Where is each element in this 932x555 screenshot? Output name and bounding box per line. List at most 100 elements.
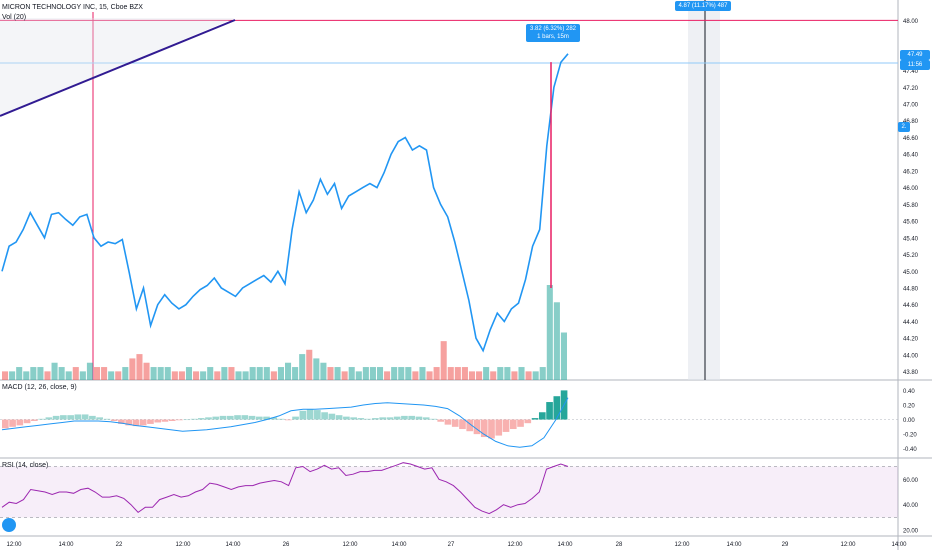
macd-histogram-bar bbox=[132, 419, 140, 427]
macd-histogram-bar bbox=[444, 419, 452, 425]
macd-tick-label: -0.20 bbox=[903, 433, 917, 439]
volume-legend: Vol (20) bbox=[2, 14, 27, 21]
volume-bar bbox=[143, 362, 150, 380]
volume-bar bbox=[320, 362, 327, 380]
price-tick-label: 46.20 bbox=[903, 169, 919, 175]
volume-bar bbox=[285, 362, 292, 380]
volume-bar bbox=[51, 362, 58, 380]
price-tick-label: 48.00 bbox=[903, 19, 919, 25]
volume-bar bbox=[313, 358, 320, 380]
macd-histogram-bar bbox=[408, 415, 416, 420]
time-tick-label: 14:00 bbox=[225, 542, 241, 548]
volume-bar bbox=[440, 341, 447, 380]
volume-bar bbox=[72, 367, 79, 380]
volume-bar bbox=[200, 371, 207, 380]
price-tick-label: 47.00 bbox=[903, 103, 919, 109]
volume-bar bbox=[86, 362, 93, 380]
volume-bar bbox=[369, 367, 376, 380]
macd-histogram-bar bbox=[248, 415, 256, 420]
macd-histogram-bar bbox=[509, 419, 517, 430]
time-tick-label: 29 bbox=[782, 542, 789, 548]
rsi-tick-label: 40.00 bbox=[903, 503, 919, 509]
rsi-line bbox=[1, 462, 569, 515]
macd-line bbox=[1, 397, 569, 448]
time-tick-label: 12:00 bbox=[507, 542, 523, 548]
price-tick-label: 44.80 bbox=[903, 287, 919, 293]
volume-bar bbox=[391, 367, 398, 380]
time-tick-label: 12:00 bbox=[6, 542, 22, 548]
price-tick-label: 47.40 bbox=[903, 69, 919, 75]
volume-bar bbox=[122, 367, 129, 380]
macd-histogram-bar bbox=[67, 415, 74, 420]
volume-bar bbox=[164, 367, 171, 380]
volume-bar bbox=[447, 367, 454, 380]
macd-histogram-bar bbox=[60, 415, 67, 420]
volume-bar bbox=[348, 367, 355, 380]
volume-bar bbox=[16, 367, 23, 380]
macd-histogram-bar bbox=[314, 410, 321, 420]
macd-legend: MACD (12, 26, close, 9) bbox=[2, 384, 77, 391]
volume-bar bbox=[490, 371, 497, 380]
time-tick-label: 28 bbox=[616, 542, 623, 548]
volume-bar bbox=[193, 371, 200, 380]
volume-bar bbox=[362, 367, 369, 380]
volume-bar bbox=[58, 367, 65, 380]
volume-bar bbox=[546, 285, 553, 380]
macd-histogram-bar bbox=[219, 415, 227, 420]
macd-histogram-bar bbox=[270, 417, 278, 420]
volume-bar bbox=[270, 371, 277, 380]
macd-histogram-bar bbox=[16, 419, 24, 426]
macd-histogram-bar bbox=[38, 418, 45, 420]
macd-tick-label: 0.00 bbox=[903, 418, 915, 424]
macd-histogram-bar bbox=[52, 415, 60, 420]
volume-bar bbox=[412, 371, 419, 380]
volume-bar bbox=[483, 367, 490, 380]
macd-histogram-bar bbox=[357, 418, 365, 420]
trend-line bbox=[0, 19, 236, 117]
macd-histogram-bar bbox=[538, 412, 546, 420]
macd-histogram-bar bbox=[118, 419, 125, 424]
price-tick-label: 45.80 bbox=[903, 203, 919, 209]
macd-histogram-bar bbox=[9, 419, 16, 427]
horizontal-line-tag: 4.87 (11.17%) 487 bbox=[675, 1, 731, 11]
volume-bar bbox=[518, 367, 525, 380]
volume-bar bbox=[185, 367, 193, 380]
macd-histogram-bar bbox=[415, 416, 423, 420]
volume-bar bbox=[129, 358, 136, 380]
measure-tooltip: 3.82 (6.32%) 282 1 bars, 15m bbox=[526, 24, 580, 42]
volume-bar bbox=[171, 371, 178, 380]
macd-histogram-bar bbox=[277, 418, 285, 420]
macd-histogram-bar bbox=[321, 412, 328, 420]
rsi-tick-label: 60.00 bbox=[903, 478, 919, 484]
rsi-tick-label: 20.00 bbox=[903, 529, 919, 535]
volume-bar bbox=[419, 367, 426, 380]
macd-histogram-bar bbox=[299, 410, 307, 420]
measure-label-1: 3.82 (6.32%) 282 bbox=[529, 26, 577, 32]
macd-histogram-bar bbox=[393, 416, 401, 420]
macd-histogram-bar bbox=[386, 417, 394, 420]
time-tick-label: 12:00 bbox=[840, 542, 856, 548]
volume-bar bbox=[376, 367, 384, 380]
macd-histogram-bar bbox=[364, 418, 372, 420]
tradingview-logo-icon[interactable] bbox=[2, 518, 16, 532]
macd-histogram-bar bbox=[125, 419, 133, 426]
macd-histogram-bar bbox=[147, 419, 154, 424]
volume-bar bbox=[560, 332, 567, 380]
macd-histogram-bar bbox=[89, 415, 96, 420]
volume-bar bbox=[256, 367, 263, 380]
macd-tick-label: -0.40 bbox=[903, 447, 917, 453]
macd-histogram-bar bbox=[23, 419, 31, 424]
macd-histogram-bar bbox=[546, 402, 553, 420]
macd-histogram-bar bbox=[263, 416, 270, 420]
macd-histogram-bar bbox=[473, 419, 481, 435]
rsi-band bbox=[0, 466, 898, 518]
time-tick-label: 14:00 bbox=[58, 542, 74, 548]
current-price-tag: 47.49 bbox=[900, 50, 930, 60]
macd-histogram-bar bbox=[488, 419, 495, 439]
volume-bar bbox=[115, 371, 122, 380]
time-tick-label: 14:00 bbox=[557, 542, 573, 548]
volume-bar bbox=[384, 371, 391, 380]
macd-histogram-bar bbox=[328, 413, 336, 420]
